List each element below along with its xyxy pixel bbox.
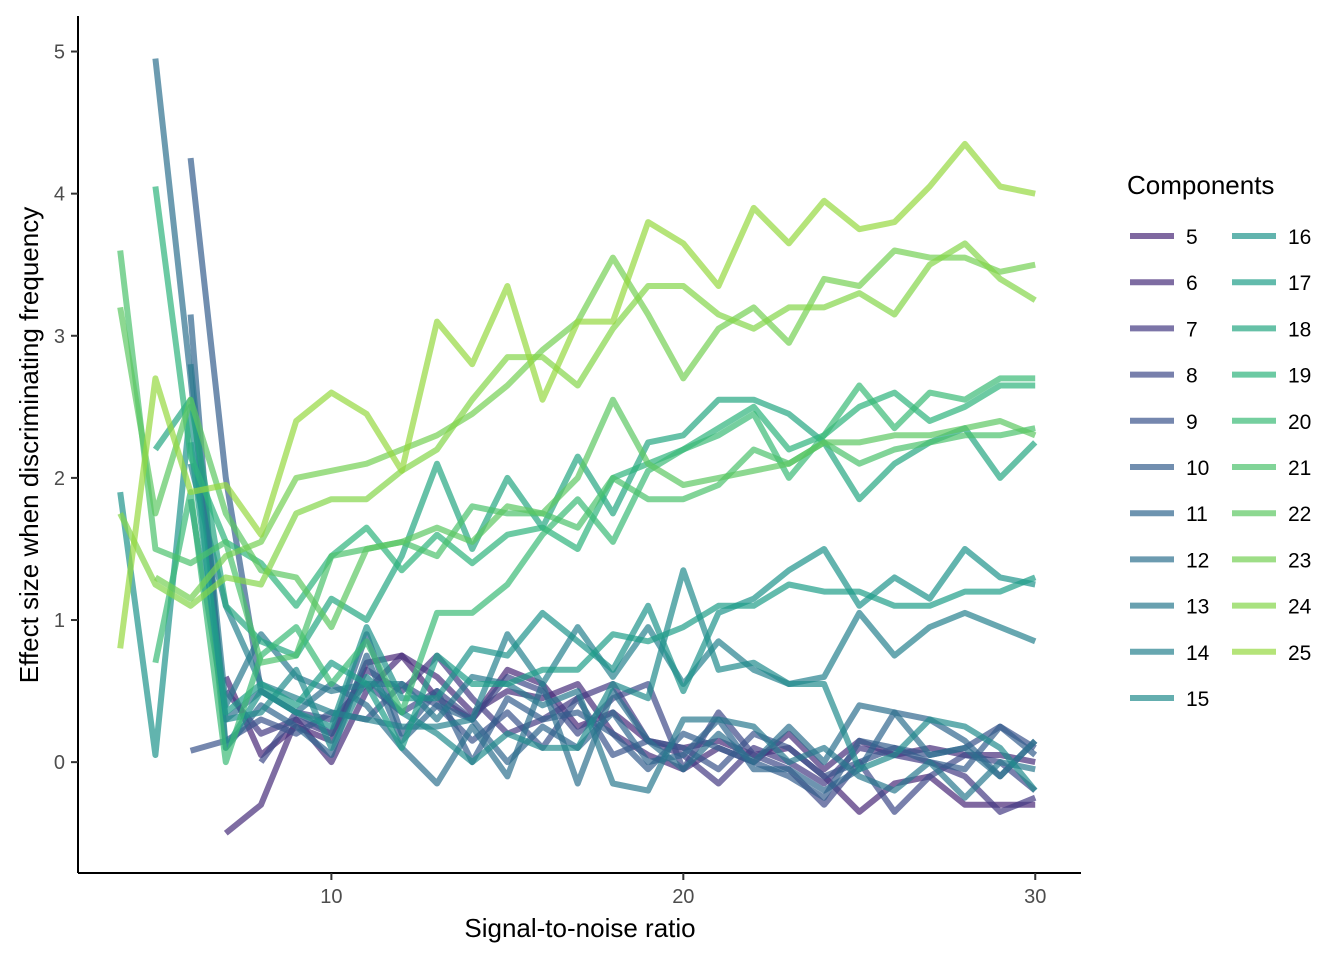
legend-label: 18 (1288, 318, 1311, 341)
legend-label: 24 (1288, 596, 1312, 619)
legend-item-18: 18 (1232, 318, 1311, 341)
series-line-15 (187, 498, 1038, 793)
series-line-24 (117, 240, 1037, 609)
legend-label: 6 (1186, 272, 1198, 295)
y-axis-ticks: 0 1 2 3 4 5 (54, 42, 78, 774)
legend-item-6: 6 (1130, 272, 1198, 295)
series-line-16 (117, 403, 1036, 758)
y-tick-label: 5 (54, 42, 65, 64)
legend-item-9: 9 (1130, 411, 1198, 434)
y-tick-label: 2 (54, 468, 65, 490)
legend-item-11: 11 (1130, 503, 1208, 526)
legend-label: 19 (1288, 365, 1311, 388)
legend-item-17: 17 (1232, 272, 1311, 295)
legend-item-22: 22 (1232, 503, 1311, 526)
x-axis-title: Signal-to-noise ratio (464, 913, 695, 943)
legend-label: 12 (1186, 549, 1209, 572)
legend-item-12: 12 (1130, 549, 1209, 572)
series-line-13 (187, 363, 1036, 801)
y-tick-label: 1 (54, 610, 65, 632)
legend-item-20: 20 (1232, 411, 1311, 434)
y-axis-title: Effect size when discriminating frequenc… (14, 207, 44, 683)
legend-item-7: 7 (1130, 318, 1198, 341)
legend-item-5: 5 (1130, 226, 1198, 249)
y-tick-label: 0 (54, 752, 65, 774)
legend-item-24: 24 (1232, 596, 1312, 619)
legend-label: 11 (1186, 503, 1208, 526)
legend: Components 5 6 7 8 9 10 11 12 13 14 15 16 17 18 19 20 21… (1127, 170, 1312, 711)
legend-item-15: 15 (1130, 688, 1209, 711)
x-tick-label: 30 (1024, 886, 1046, 908)
series-line-22 (117, 306, 1037, 631)
legend-label: 5 (1186, 226, 1198, 249)
plot-lines (117, 58, 1038, 836)
legend-label: 23 (1288, 549, 1311, 572)
legend-label: 10 (1186, 457, 1209, 480)
x-tick-label: 20 (672, 886, 694, 908)
series-line-23 (153, 247, 1036, 602)
legend-title: Components (1127, 170, 1274, 200)
legend-item-10: 10 (1130, 457, 1209, 480)
series-line-21 (117, 250, 1036, 666)
legend-label: 22 (1288, 503, 1311, 526)
series-line-17 (187, 442, 1037, 751)
x-tick-label: 10 (320, 886, 342, 908)
series-line-14 (187, 462, 1037, 730)
legend-label: 17 (1288, 272, 1311, 295)
x-axis-ticks: 10 20 30 (320, 873, 1046, 908)
legend-item-16: 16 (1232, 226, 1311, 249)
legend-item-13: 13 (1130, 596, 1209, 619)
legend-item-19: 19 (1232, 365, 1311, 388)
y-tick-label: 4 (54, 184, 65, 206)
legend-item-14: 14 (1130, 642, 1210, 665)
legend-label: 9 (1186, 411, 1198, 434)
legend-item-8: 8 (1130, 365, 1198, 388)
legend-label: 25 (1288, 642, 1311, 665)
legend-label: 8 (1186, 365, 1198, 388)
legend-label: 16 (1288, 226, 1311, 249)
legend-item-25: 25 (1232, 642, 1311, 665)
legend-label: 21 (1288, 457, 1311, 480)
legend-label: 14 (1186, 642, 1210, 665)
legend-label: 15 (1186, 688, 1209, 711)
y-tick-label: 3 (54, 326, 65, 348)
legend-label: 7 (1186, 318, 1198, 341)
legend-item-23: 23 (1232, 549, 1311, 572)
legend-label: 13 (1186, 596, 1209, 619)
legend-item-21: 21 (1232, 457, 1311, 480)
series-line-19 (152, 186, 1036, 609)
legend-label: 20 (1288, 411, 1311, 434)
series-line-10 (187, 157, 1038, 801)
series-line-25 (117, 140, 1036, 649)
